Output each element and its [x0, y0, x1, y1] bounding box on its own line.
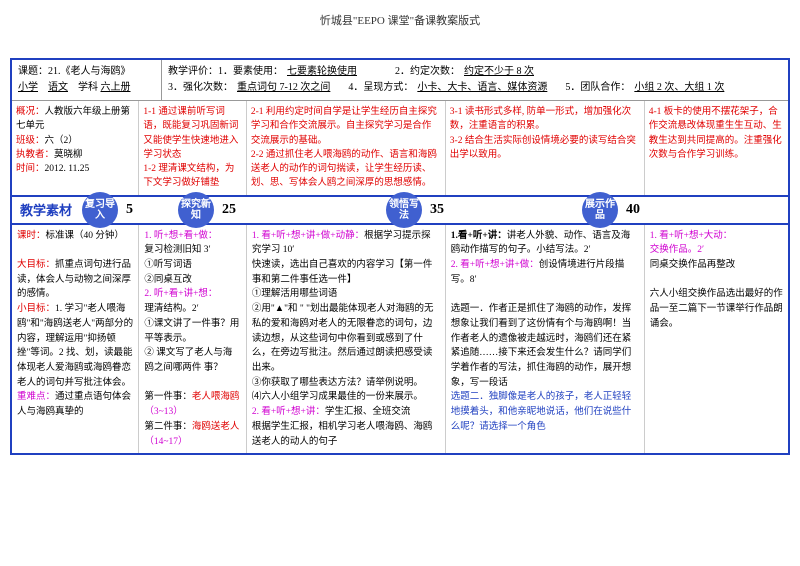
- content-row: 课时：标准课（40 分钟） 大目标：抓重点词句进行品读，体会人与动物之间深厚的感…: [12, 225, 788, 454]
- value: 重点词句 7-12 次之间: [237, 80, 330, 96]
- label: 5．团队合作：: [565, 80, 630, 96]
- value: 七要素轮换使用: [287, 64, 357, 80]
- value: 约定不少于 8 次: [464, 64, 534, 80]
- label: 大目标：: [17, 260, 55, 270]
- text: ①理解活用哪些词语: [252, 289, 338, 299]
- label: 3．强化次数：: [168, 80, 233, 96]
- text: ③你获取了哪些表达方法？请举例说明。: [252, 378, 423, 388]
- lesson-meta: 课题：21.《老人与海鸥》 小学 语文 学科 六上册: [12, 60, 162, 100]
- page-header: 忻城县"EEPO 课堂"备课教案版式: [0, 0, 800, 58]
- time-marker: 40: [618, 202, 718, 218]
- stage-circle-1: 复习导入: [82, 192, 118, 228]
- objectives-row: 概况：人教版六年级上册第七单元 班级：六（2） 执教者：莫晓柳 时间：2012.…: [12, 101, 788, 195]
- text: 选题一．作者正是抓住了海鸥的动作，发挥想象让我们看到了这份情有个与海鸥啊！当作者…: [451, 304, 632, 388]
- timeline: 教学素材 复习导入 5 探究新知 25 领悟写法 35 展示作品 40: [12, 195, 788, 225]
- method: 2. 看+听+想+讲：: [252, 407, 325, 417]
- label: 时间：: [16, 164, 45, 174]
- method: 1. 听+想+看+做：: [144, 231, 217, 241]
- label: 课时：: [17, 231, 46, 241]
- text: 同桌交换作品再整改: [650, 260, 736, 270]
- stage-circle-3: 领悟写法: [386, 192, 422, 228]
- time-marker: 5: [118, 202, 178, 218]
- top-info-row: 课题：21.《老人与海鸥》 小学 语文 学科 六上册 教学评价：1．要素使用： …: [12, 60, 788, 101]
- note: 1-2 理清课文结构，为下文学习做好铺垫: [143, 162, 241, 191]
- time-marker: 25: [214, 202, 386, 218]
- text: 学生汇报、全班交流: [325, 407, 411, 417]
- label: 重难点：: [17, 392, 55, 402]
- time-marker: 35: [422, 202, 582, 218]
- text: ⑷六人小组学习成果最佳的一份来展示。: [252, 392, 423, 402]
- evaluation-criteria: 教学评价：1．要素使用： 七要素轮换使用 2．约定次数： 约定不少于 8 次 3…: [162, 60, 788, 100]
- value: 小组 2 次、大组 1 次: [634, 80, 724, 96]
- label: 概况：: [16, 107, 45, 117]
- text: 六人小组交换作品选出最好的作品一至二篇下一节课举行作品朗诵会。: [650, 289, 783, 328]
- label: 小目标：: [17, 304, 55, 314]
- text: 第一件事：: [144, 392, 192, 402]
- text: ①课文讲了一件事？用平等表示。: [144, 319, 239, 344]
- note: 1-1 通过课前听写词语，既能复习巩固新词又能使学生快速地进入学习状态: [143, 105, 241, 162]
- goals-col: 课时：标准课（40 分钟） 大目标：抓重点词句进行品读，体会人与动物之间深厚的感…: [12, 225, 139, 454]
- lesson-title: 21.《老人与海鸥》: [48, 66, 131, 77]
- label: 教学评价：1．要素使用：: [168, 64, 283, 80]
- note: 4-1 板卡的使用不摆花架子，合作交流悬改体现重生生互动、生教生达到共同提高的。…: [649, 105, 784, 162]
- text: ①听写词语: [144, 260, 192, 270]
- text: 复习检测旧知 3′: [144, 245, 210, 255]
- text: （14~17）: [144, 437, 187, 447]
- method: 1. 看+听+想+讲+做+动静：: [252, 231, 364, 241]
- text: 交换作品。2′: [650, 245, 704, 255]
- stage1-notes: 1-1 通过课前听写词语，既能复习巩固新词又能使学生快速地进入学习状态 1-2 …: [139, 101, 246, 195]
- grade: 六上册: [101, 82, 131, 93]
- note: 3-2 结合生活实际创设情境必要的读写结合突出学以致用。: [450, 134, 640, 163]
- text: 第二件事：: [144, 422, 192, 432]
- method: 2. 听+看+讲+想：: [144, 289, 217, 299]
- label: 学科: [78, 82, 98, 93]
- text: 快速读，选出自己喜欢的内容学习【第一件事和第二件事任选一件】: [252, 260, 433, 285]
- stage-circle-4: 展示作品: [582, 192, 618, 228]
- label: 2．约定次数：: [395, 64, 460, 80]
- label: 4．呈现方式：: [348, 80, 413, 96]
- text: 2012. 11.25: [45, 164, 90, 174]
- text: 理清结构。2′: [144, 304, 198, 314]
- school: 小学: [18, 82, 38, 93]
- stage4-notes: 4-1 板卡的使用不摆花架子，合作交流悬改体现重生生互动、生教生达到共同提高的。…: [645, 101, 788, 195]
- text: 根据学生汇报，相机学习老人喂海鸥、海鸥送老人的动人的句子: [252, 422, 433, 447]
- stage2-notes: 2-1 利用约定时间自学是让学生经历自主探究学习和合作交流展示。自主探究学习是合…: [247, 101, 446, 195]
- text: ② 课文写了老人与海鸥之间哪两件 事？: [144, 348, 232, 373]
- subject: 语文: [48, 82, 68, 93]
- lesson-plan-table: 课题：21.《老人与海鸥》 小学 语文 学科 六上册 教学评价：1．要素使用： …: [10, 58, 790, 455]
- text: 1. 学习"老人喂海鸥"和"海鸥送老人"两部分的内容，理解运用"抑扬顿挫"等词。…: [17, 304, 133, 388]
- text: 标准课（40 分钟）: [46, 231, 124, 241]
- method: 1.看+听+讲：: [451, 231, 507, 241]
- value: 小卡、大卡、语言、媒体资源: [417, 80, 547, 96]
- text: ②用"▲"和 " "划出最能体现老人对海鸥的无私的爱和海鸥对老人的无限眷恋的词句…: [252, 304, 434, 373]
- text: （3~13）: [144, 407, 182, 417]
- method: 1. 看+听+想+大动：: [650, 231, 733, 241]
- note: 2-2 通过抓住老人喂海鸥的动作、语言和海鸥送老人的动作的词句揣读，让学生经历读…: [251, 148, 441, 191]
- label: 班级：: [16, 136, 45, 146]
- overview-col: 概况：人教版六年级上册第七单元 班级：六（2） 执教者：莫晓柳 时间：2012.…: [12, 101, 139, 195]
- label: 执教者：: [16, 150, 54, 160]
- text: 老人喂海鸥: [192, 392, 240, 402]
- text: 选题二．独脚像是老人的孩子，老人正轻轻地摸着头，和他亲昵地说话，他们在说些什么呢…: [451, 392, 632, 431]
- stage3-notes: 3-1 读书形式多样, 防单一形式，增加强化次数，注重语言的积累。 3-2 结合…: [446, 101, 645, 195]
- explore-col: 1. 看+听+想+讲+做+动静：根据学习提示探究学习 10′ 快速读，选出自己喜…: [247, 225, 446, 454]
- text: ②同桌互改: [144, 275, 192, 285]
- text: 海鸥送老人: [192, 422, 240, 432]
- note: 3-1 读书形式多样, 防单一形式，增加强化次数，注重语言的积累。: [450, 105, 640, 134]
- text: 莫晓柳: [54, 150, 83, 160]
- label: 课题：: [18, 66, 48, 77]
- text: 六（2）: [45, 136, 78, 146]
- note: 2-1 利用约定时间自学是让学生经历自主探究学习和合作交流展示。自主探究学习是合…: [251, 105, 441, 148]
- writing-col: 1.看+听+讲：讲老人外貌、动作、语言及海鸥动作描写的句子。小结写法。2′ 2.…: [446, 225, 645, 454]
- display-col: 1. 看+听+想+大动： 交换作品。2′ 同桌交换作品再整改 六人小组交换作品选…: [645, 225, 788, 454]
- timeline-title: 教学素材: [12, 200, 82, 219]
- review-col: 1. 听+想+看+做： 复习检测旧知 3′ ①听写词语 ②同桌互改 2. 听+看…: [139, 225, 246, 454]
- stage-circle-2: 探究新知: [178, 192, 214, 228]
- method: 2. 看+听+想+讲+做：: [451, 260, 539, 270]
